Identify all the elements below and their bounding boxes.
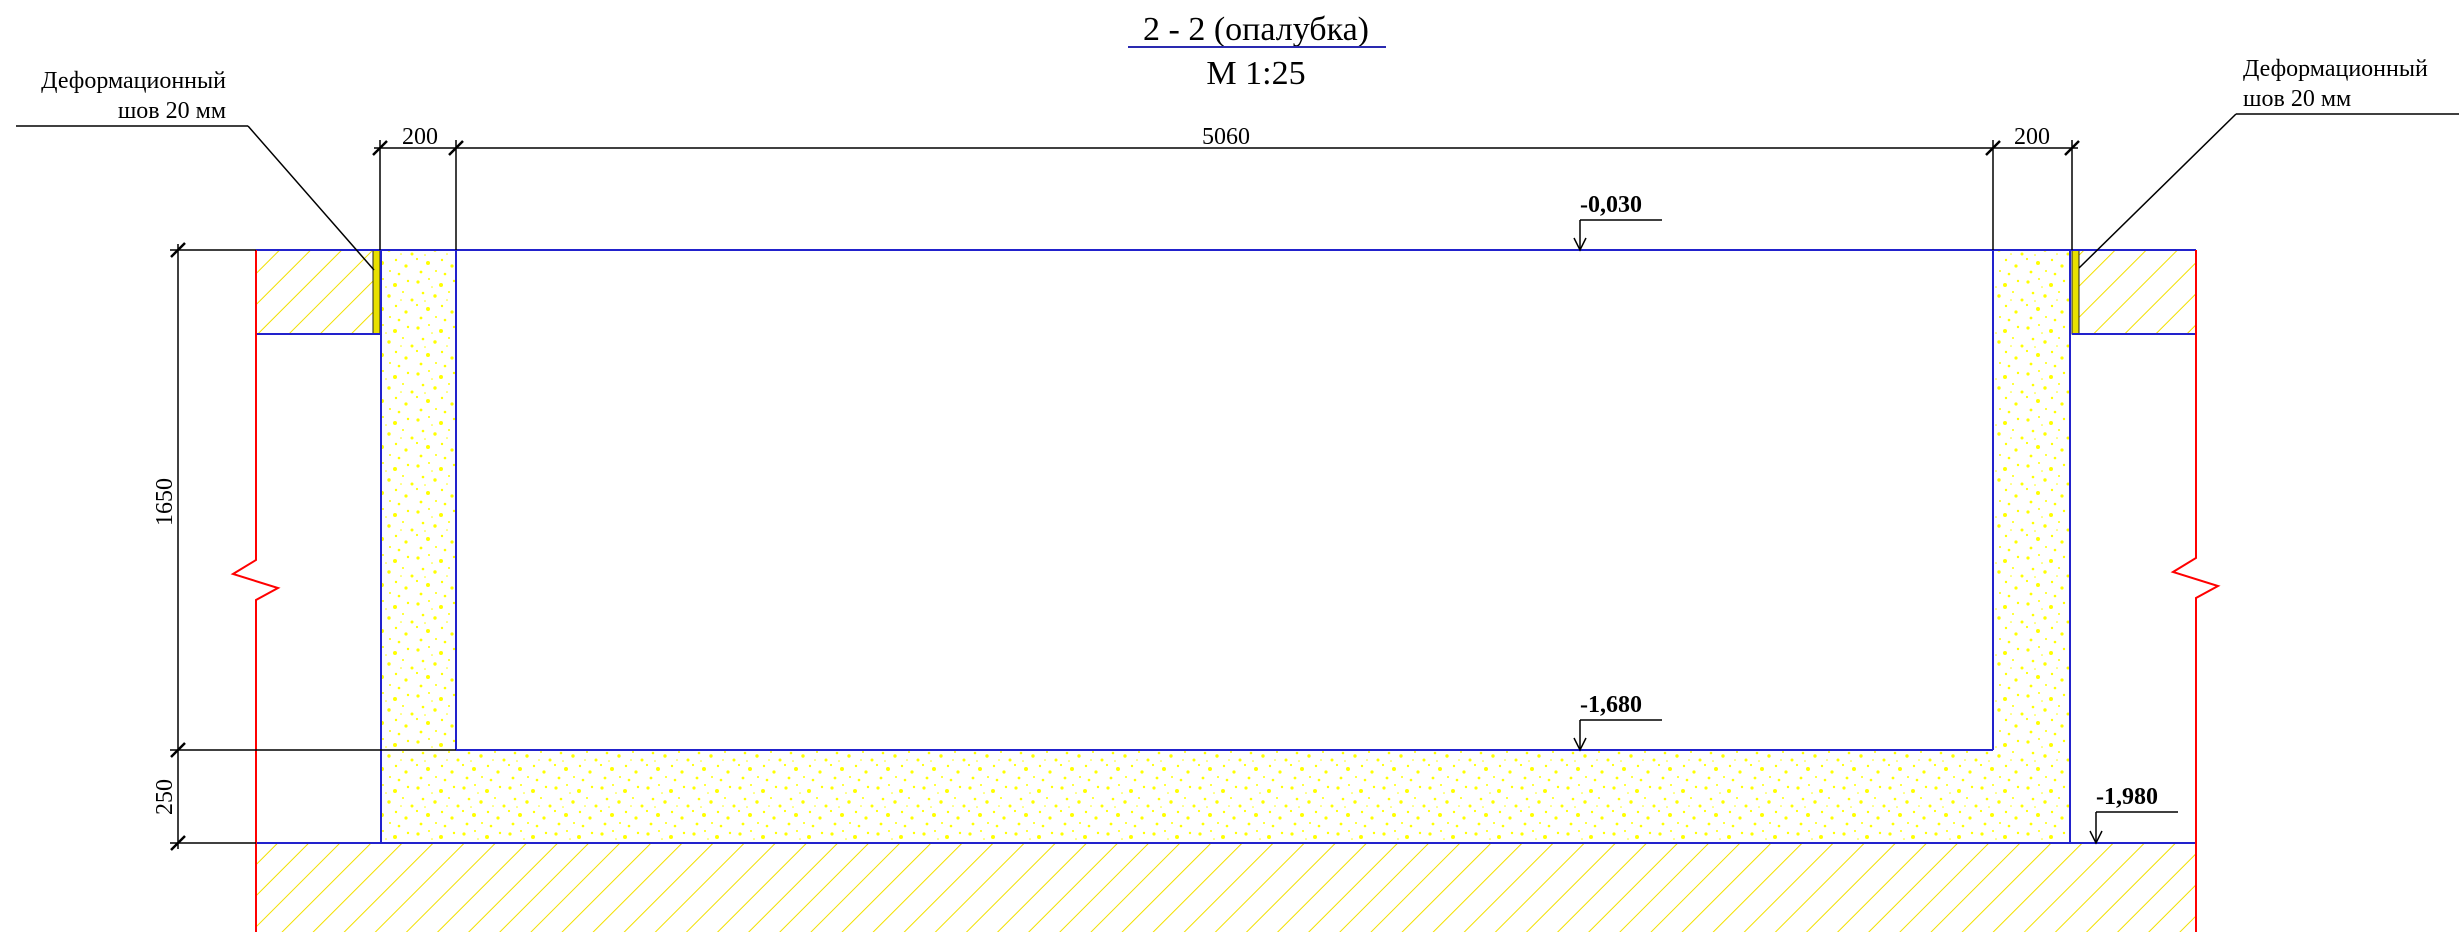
callout-right-line1: Деформационный [2243, 56, 2428, 82]
soil-right-top [2072, 250, 2196, 334]
callout-left-line2: шов 20 мм [118, 98, 226, 124]
deformation-seam-right [2071, 249, 2080, 335]
dim-span: 5060 [1202, 124, 1250, 150]
dim-height-slab: 250 [152, 779, 178, 815]
callout-right: Деформационный шов 20 мм [2078, 56, 2459, 269]
section-title: 2 - 2 (опалубка) М 1:25 [1128, 11, 1386, 92]
section-outline [256, 249, 2196, 844]
dim-wall-right: 200 [2014, 124, 2050, 150]
dim-wall-left: 200 [402, 124, 438, 150]
callout-left: Деформационный шов 20 мм [16, 68, 375, 271]
concrete-wall-right [1993, 250, 2070, 843]
vertical-dimensions [170, 242, 456, 851]
soil-left-top [256, 250, 380, 334]
break-line-right [2170, 250, 2221, 932]
level-outer-bottom-label: -1,980 [2096, 784, 2158, 810]
level-inner-bottom-label: -1,680 [1580, 692, 1642, 718]
level-mark-outer-bottom: -1,980 [2089, 784, 2178, 845]
level-mark-inner-bottom: -1,680 [1573, 692, 1662, 752]
level-mark-top: -0,030 [1573, 192, 1662, 252]
break-line-left [230, 250, 281, 932]
callout-left-line1: Деформационный [41, 68, 226, 94]
soil-bottom [256, 843, 2196, 932]
concrete-bottom-slab [381, 750, 2070, 843]
dim-height-wall: 1650 [152, 478, 178, 526]
section-title-text: 2 - 2 (опалубка) [1143, 11, 1369, 48]
concrete-wall-left [381, 250, 456, 843]
deformation-seam-left [372, 249, 381, 335]
break-lines [230, 250, 2221, 932]
scale-label: М 1:25 [1206, 55, 1305, 92]
level-top-label: -0,030 [1580, 192, 1642, 218]
callout-right-line2: шов 20 мм [2243, 86, 2351, 112]
horizontal-dimensions [372, 140, 2080, 250]
